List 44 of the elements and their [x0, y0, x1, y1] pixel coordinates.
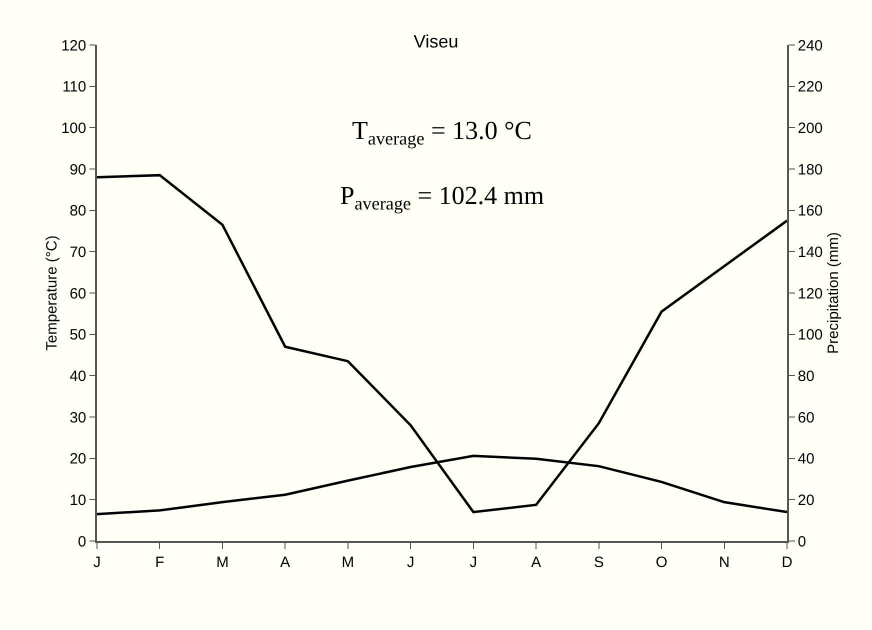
- y-tick-label: 60: [70, 285, 86, 302]
- y-tick-label: 80: [70, 202, 86, 220]
- y-tick-label: 90: [70, 161, 86, 178]
- x-tick-label: J: [470, 554, 478, 571]
- x-tick-label: M: [216, 554, 229, 571]
- x-tick-label: A: [280, 554, 290, 571]
- y2-tick-label: 160: [798, 202, 823, 220]
- x-tick-label: M: [342, 554, 354, 571]
- y-tick-label: 50: [70, 326, 86, 344]
- x-tick-label: A: [531, 554, 542, 571]
- y2-tick-label: 140: [798, 244, 823, 261]
- y-tick-label: 100: [61, 120, 86, 137]
- y-axis-title: Temperature (°C): [44, 235, 60, 351]
- y2-tick-label: 80: [798, 368, 814, 385]
- x-tick-label: J: [406, 554, 414, 571]
- y-tick-label: 110: [62, 78, 86, 96]
- y2-axis-title: Precipitation (mm): [824, 232, 842, 354]
- y2-tick-label: 200: [798, 120, 823, 137]
- y-tick-label: 10: [70, 492, 86, 509]
- y-tick-label: 0: [78, 533, 86, 550]
- line-series: [97, 174, 787, 514]
- y-tick-label: 30: [70, 409, 86, 426]
- y-tick-label: 40: [70, 368, 86, 385]
- x-tick-label: D: [782, 554, 793, 571]
- x-tick-label: O: [656, 554, 668, 571]
- y-tick-label: 70: [70, 244, 86, 261]
- y2-tick-label: 180: [798, 161, 823, 178]
- annotation: T$_{average}$ = 13.0 °C: [352, 116, 532, 148]
- y-tick-label: 120: [61, 37, 86, 54]
- y2-tick-label: 220: [798, 78, 823, 96]
- y2-tick-label: 40: [798, 450, 814, 468]
- x-tick-label: F: [155, 554, 164, 571]
- x-tick-label: S: [594, 554, 604, 571]
- annotation: P$_{average}$ = 102.4 mm: [340, 181, 544, 214]
- y2-tick-label: 20: [798, 492, 814, 509]
- y2-tick-label: 120: [798, 285, 823, 302]
- y2-tick-label: 240: [798, 37, 823, 54]
- x-tick-label: J: [93, 554, 101, 571]
- y2-tick-label: 60: [798, 409, 814, 426]
- y-tick-label: 20: [70, 450, 86, 468]
- y2-tick-label: 0: [798, 533, 806, 550]
- x-tick-label: N: [718, 554, 730, 571]
- chart-title: Viseu: [414, 31, 458, 52]
- y2-tick-label: 100: [798, 326, 823, 344]
